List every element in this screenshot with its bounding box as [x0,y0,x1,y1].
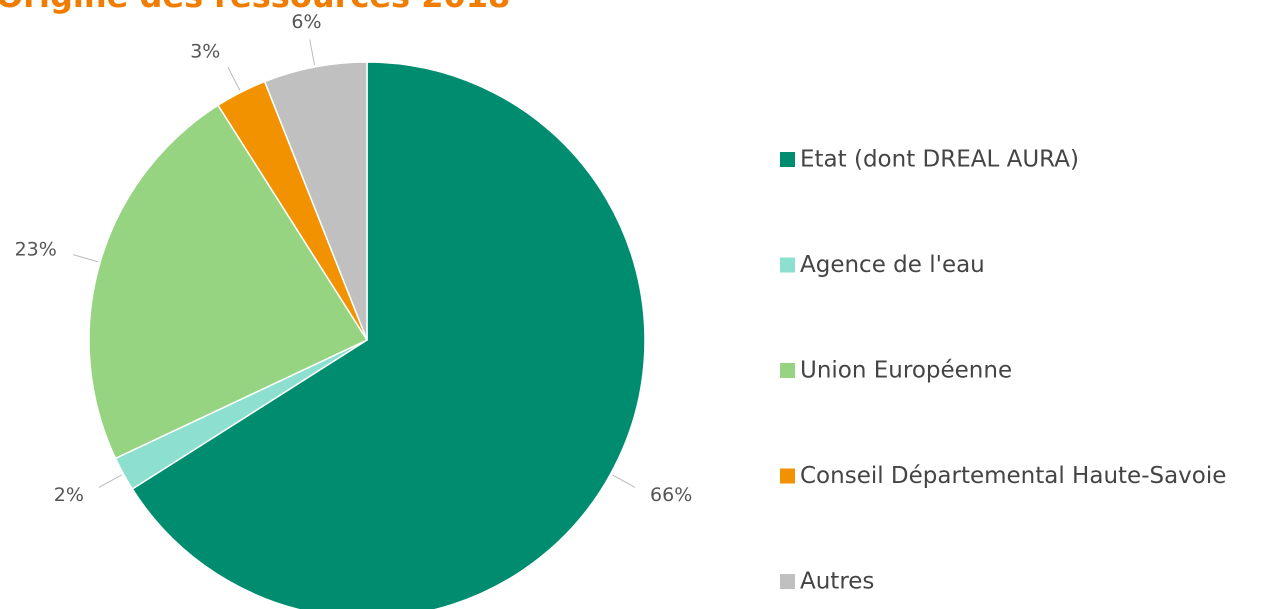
leader-line [73,254,99,263]
chart-title: Origine des ressources 2018 [0,0,510,15]
legend-label: Etat (dont DREAL AURA) [800,147,1079,173]
legend-swatch [780,468,795,484]
legend-label: Conseil Départemental Haute-Savoie [800,463,1226,489]
leader-line [227,67,241,91]
leader-line [309,39,316,66]
pie-slice [131,61,646,609]
data-label: 66% [650,484,692,506]
legend-swatch [780,363,795,378]
data-label: 3% [190,41,220,63]
pie-slice [88,104,369,460]
data-label: 23% [15,238,57,260]
legend-label: Agence de l'eau [800,252,985,278]
legend-swatch [780,152,795,167]
pie-slice [263,61,368,341]
leader-line [612,474,636,488]
legend-swatch [780,574,795,589]
legend-label: Union Européenne [800,358,1012,384]
legend-swatch [780,257,795,273]
data-label: 2% [54,484,84,506]
leader-line [98,474,122,488]
data-label: 6% [291,11,321,33]
legend-label: Autres [800,569,874,595]
